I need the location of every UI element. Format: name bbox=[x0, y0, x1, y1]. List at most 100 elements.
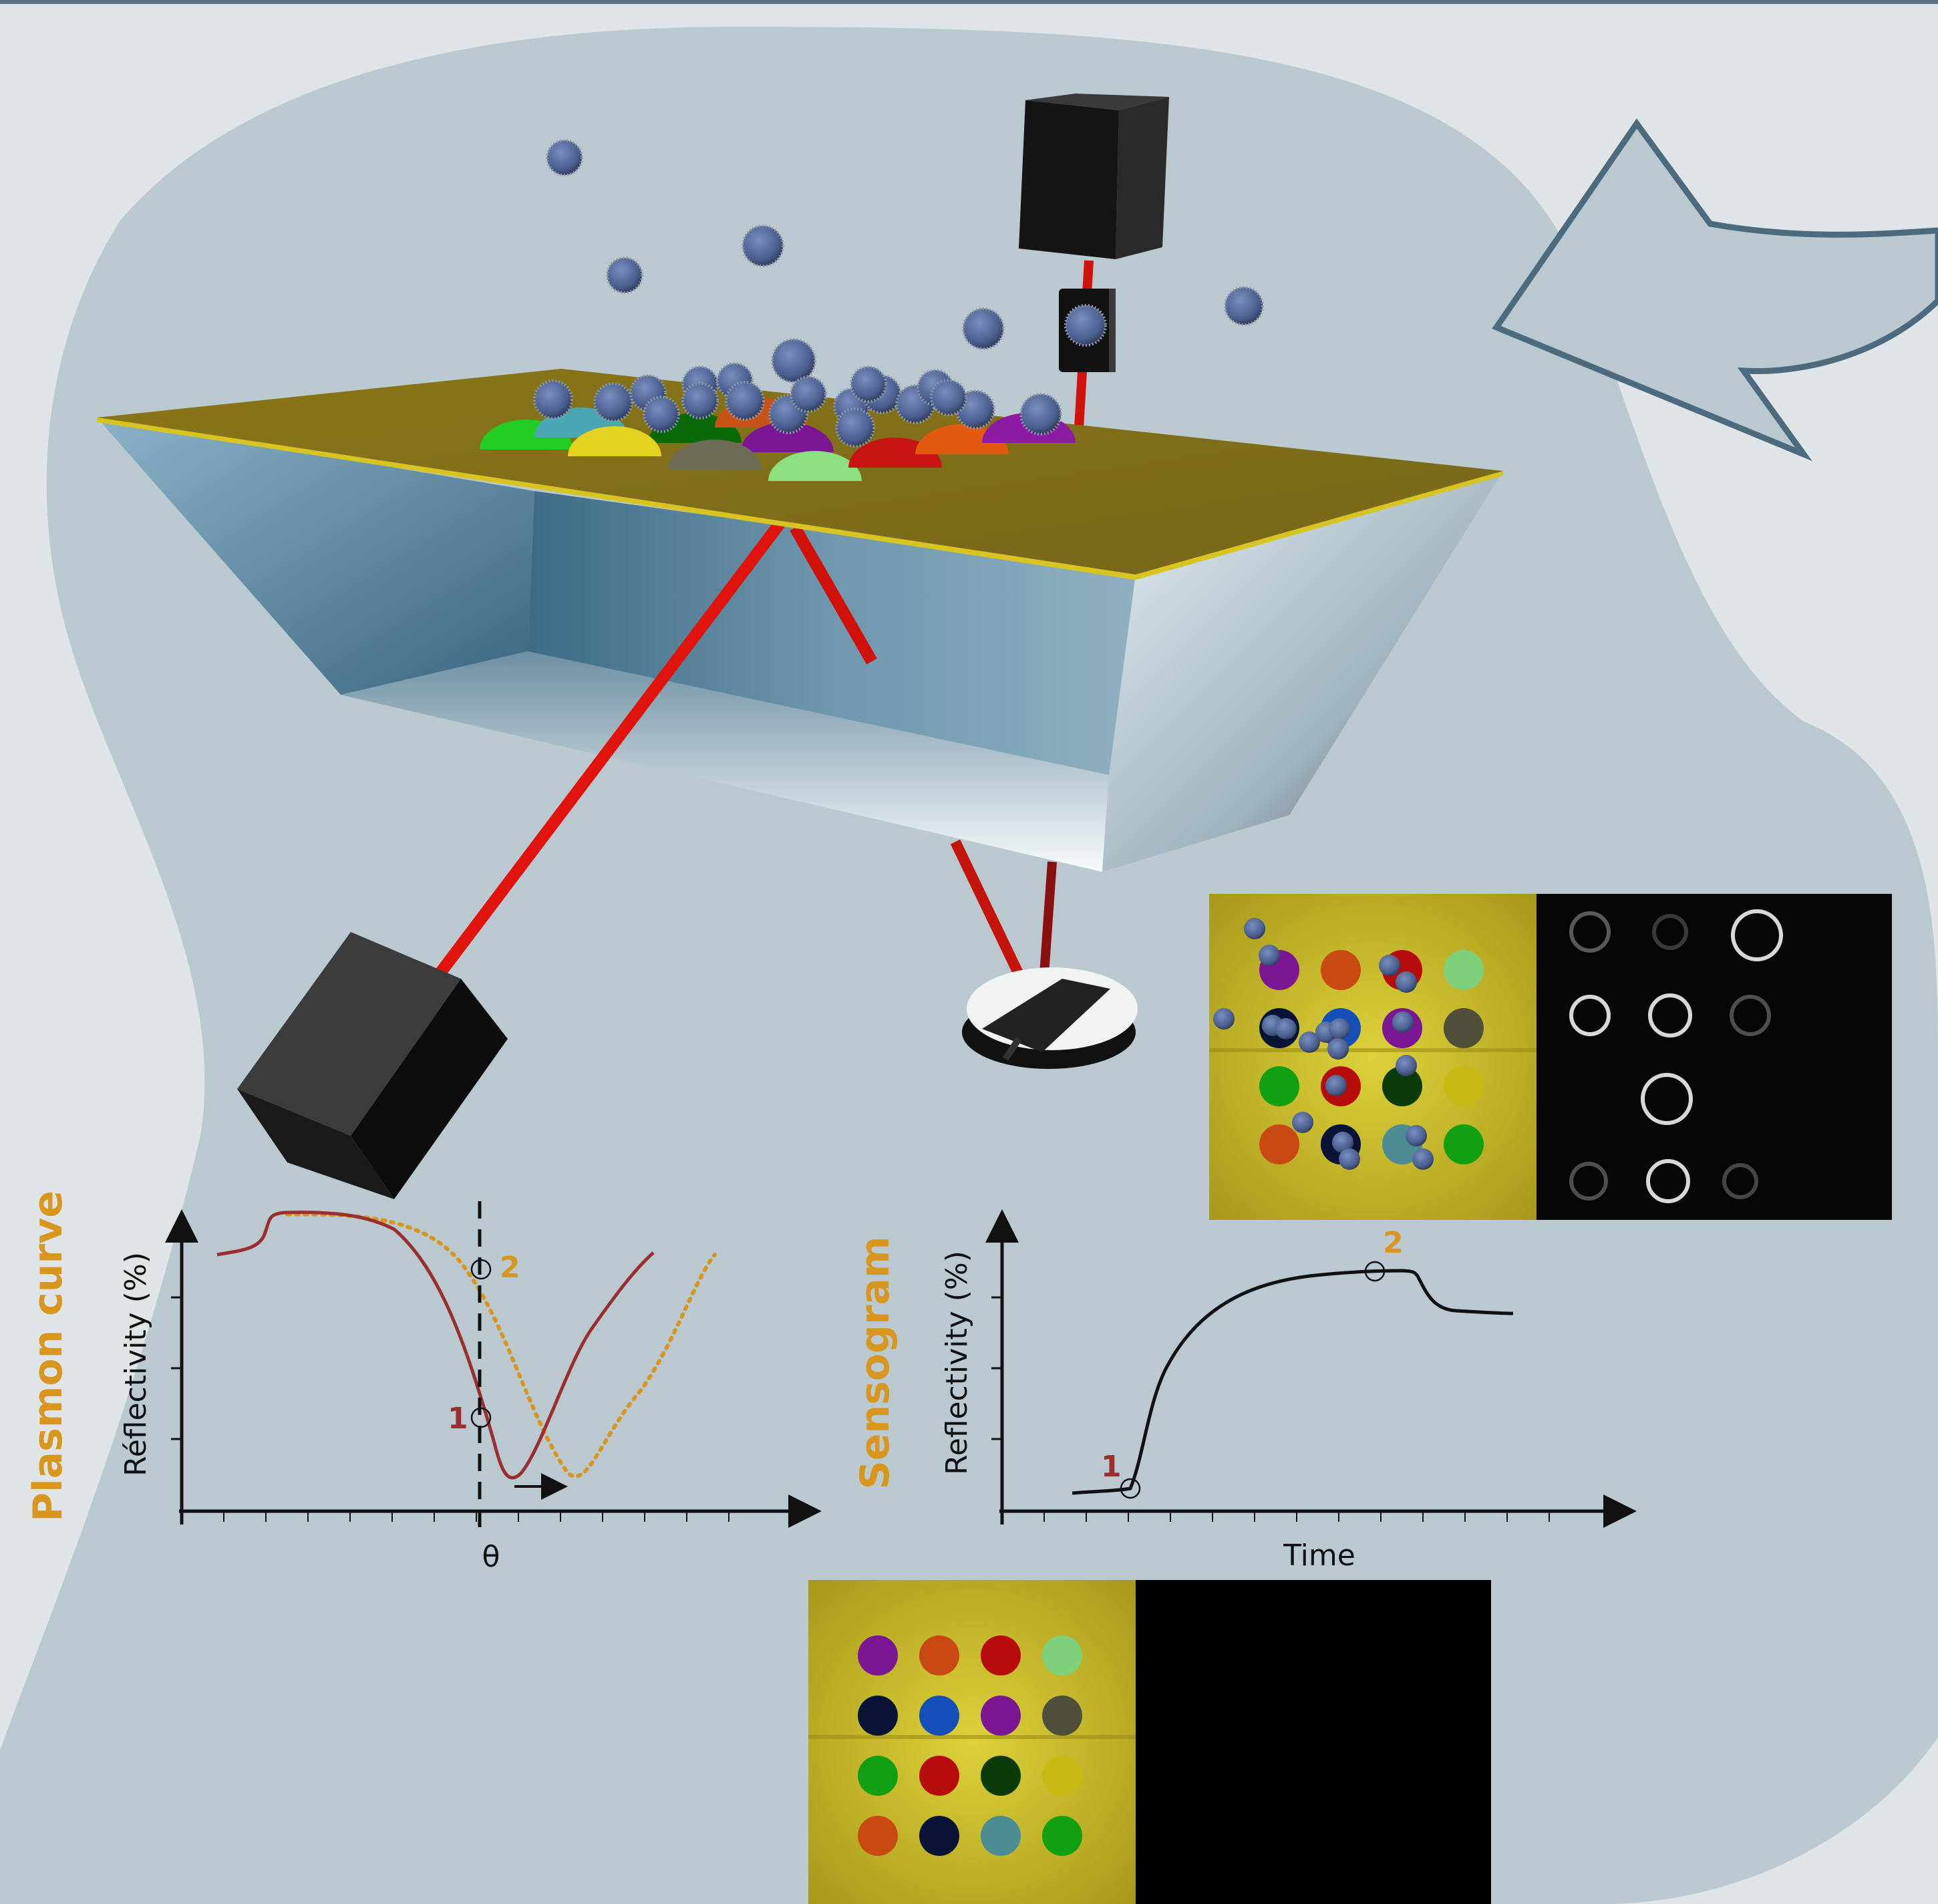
binding-ring bbox=[1569, 1162, 1608, 1201]
virus-particle bbox=[771, 338, 816, 383]
spot bbox=[919, 1635, 959, 1676]
binding-ring bbox=[1731, 909, 1783, 961]
spot bbox=[1444, 950, 1484, 990]
spot bbox=[1444, 1008, 1484, 1048]
chip-image-initial bbox=[808, 1580, 1491, 1904]
spot bbox=[981, 1635, 1021, 1676]
virus-particle bbox=[1406, 1125, 1427, 1146]
binding-ring bbox=[1569, 995, 1611, 1036]
virus-particle bbox=[643, 395, 680, 433]
sensogram-point-1-label: 1 bbox=[1101, 1450, 1122, 1484]
binding-ring bbox=[1730, 995, 1771, 1036]
spot bbox=[1042, 1635, 1082, 1676]
source-front bbox=[237, 932, 461, 1136]
spot bbox=[858, 1816, 898, 1856]
sensogram-point-2-label: 2 bbox=[1383, 1226, 1404, 1260]
binding-ring bbox=[1569, 911, 1611, 953]
virus-particle bbox=[681, 382, 719, 420]
virus-particle bbox=[955, 389, 995, 430]
spot bbox=[981, 1816, 1021, 1856]
spot bbox=[981, 1696, 1021, 1736]
source-bottom bbox=[237, 1089, 394, 1199]
binding-ring bbox=[1646, 1159, 1690, 1203]
sensogram-y-label: Reflectivity (%) bbox=[940, 1251, 974, 1475]
virus-particle bbox=[1299, 1032, 1320, 1053]
plasmon-curve-chart: 2 1 θ Réflectivity (%) Plasmon curve bbox=[25, 1191, 822, 1574]
virus-particle bbox=[835, 408, 875, 448]
camera-body-side bbox=[1116, 97, 1169, 259]
spot bbox=[858, 1635, 898, 1676]
virus-particle bbox=[1327, 1038, 1349, 1060]
virus-particles bbox=[533, 139, 1264, 448]
spot bbox=[858, 1696, 898, 1736]
chip-dark-binding bbox=[1537, 894, 1892, 1220]
virus-particle bbox=[1379, 955, 1400, 976]
virus-particle bbox=[1259, 945, 1280, 966]
sensogram-ticks bbox=[991, 1296, 1550, 1522]
virus-particle bbox=[606, 257, 643, 294]
sensogram-title: Sensogram bbox=[852, 1236, 899, 1489]
virus-particle bbox=[1392, 1011, 1414, 1033]
spot-array-initial bbox=[858, 1635, 1082, 1856]
spot bbox=[1259, 1066, 1299, 1106]
prism-left-face bbox=[97, 418, 534, 695]
ligand-dome bbox=[915, 424, 1009, 454]
virus-particle bbox=[1292, 1112, 1313, 1133]
spot bbox=[1042, 1756, 1082, 1796]
plasmon-curve-before bbox=[216, 1211, 655, 1480]
top-border bbox=[0, 0, 1938, 4]
prism-right-face bbox=[1102, 471, 1503, 872]
ligand-dome bbox=[768, 451, 862, 481]
virus-particle bbox=[1019, 393, 1062, 436]
camera-body-front bbox=[1019, 100, 1119, 259]
plasmon-x-label: θ bbox=[482, 1540, 500, 1574]
spot bbox=[919, 1816, 959, 1856]
virus-particle bbox=[1325, 1075, 1347, 1096]
curved-arrow bbox=[1492, 118, 1938, 462]
sensogram-point-2-marker bbox=[1364, 1261, 1386, 1282]
virus-particle bbox=[1339, 1148, 1360, 1170]
prism-bottom-face bbox=[341, 651, 1109, 872]
spot bbox=[1444, 1124, 1484, 1164]
binding-ring bbox=[1652, 914, 1688, 950]
camera-lens-highlight bbox=[1109, 289, 1116, 372]
spot-array-binding bbox=[1213, 918, 1484, 1170]
virus-particle bbox=[742, 224, 784, 267]
plasmon-curve-after bbox=[285, 1212, 717, 1478]
plasmon-y-label: Réflectivity (%) bbox=[119, 1252, 153, 1476]
virus-particle bbox=[790, 375, 827, 413]
plasmon-ticks bbox=[171, 1296, 730, 1522]
spot bbox=[1042, 1816, 1082, 1856]
virus-particle bbox=[546, 139, 583, 176]
virus-particle bbox=[1064, 304, 1107, 347]
light-source bbox=[237, 932, 508, 1199]
plasmon-point-1-marker bbox=[470, 1407, 492, 1428]
sensogram-curve bbox=[1072, 1269, 1514, 1495]
spot bbox=[981, 1756, 1021, 1796]
spot bbox=[919, 1756, 959, 1796]
virus-particle bbox=[1244, 918, 1265, 939]
plasmon-point-2-label: 2 bbox=[500, 1251, 520, 1285]
disk-slot bbox=[1002, 1037, 1022, 1061]
polarizer-disk bbox=[962, 967, 1138, 1069]
sensogram-x-label: Time bbox=[1283, 1539, 1355, 1573]
virus-particle bbox=[962, 307, 1005, 350]
virus-particle bbox=[1332, 1132, 1353, 1153]
ligand-dome bbox=[668, 440, 762, 470]
sensogram-chart: 1 2 Time Reflectivity (%) Sensogram bbox=[852, 1209, 1637, 1573]
spot bbox=[1321, 950, 1361, 990]
chip-yellow-initial bbox=[808, 1580, 1137, 1904]
laser-incident bbox=[436, 517, 787, 976]
virus-particle bbox=[1396, 1055, 1417, 1076]
prism bbox=[97, 418, 1503, 872]
virus-particle bbox=[1329, 1018, 1350, 1040]
virus-particle bbox=[1224, 286, 1264, 326]
laser-reflected bbox=[790, 524, 877, 665]
virus-particle bbox=[1275, 1018, 1297, 1040]
virus-particle bbox=[1412, 1148, 1434, 1170]
sensogram-point-1-marker bbox=[1120, 1478, 1141, 1499]
virus-particle bbox=[930, 379, 967, 416]
binding-ring bbox=[1648, 993, 1692, 1038]
plasmon-point-2-marker bbox=[470, 1259, 492, 1280]
